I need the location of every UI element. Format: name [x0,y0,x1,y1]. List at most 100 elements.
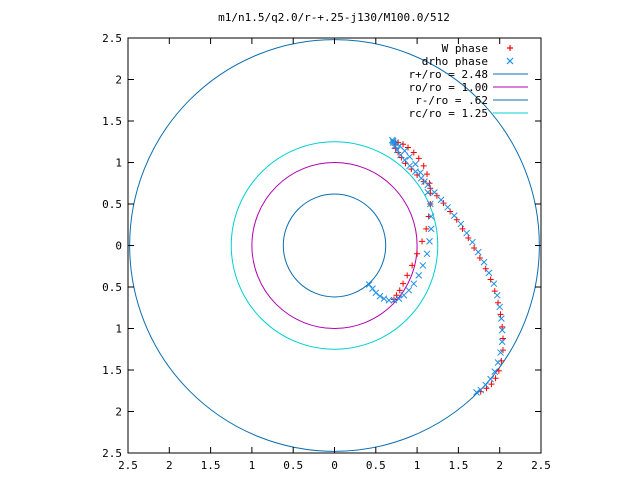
point-1-31 [397,151,404,159]
point-1-13 [423,250,431,258]
legend-label-1: drho phase [422,55,488,68]
point-1-51 [498,326,506,334]
point-0-0 [390,296,397,303]
point-1-0 [365,281,373,288]
point-1-59 [473,389,480,396]
x-tick-label-4: 0.5 [283,459,303,472]
point-1-43 [469,238,476,246]
point-1-39 [444,203,452,211]
point-0-4 [404,272,411,279]
point-0-13 [424,171,431,178]
y-tick-label-3: 1 [115,157,122,170]
point-1-21 [412,160,419,168]
point-0-39 [487,276,494,283]
point-1-1 [369,285,376,293]
x-tick-label-2: 1.5 [201,459,221,472]
point-1-44 [474,248,482,256]
point-1-28 [389,139,397,146]
series-0 [390,139,507,395]
point-1-30 [393,146,401,154]
legend-label-0: W phase [442,42,488,55]
point-1-2 [372,289,380,297]
point-0-16 [410,149,417,156]
x-tick-label-1: 2 [166,459,173,472]
axis-ticks: 2.5 2 1.5 1 0.5 0 0.5 1 1.5 2 2.52.521.510.500.511… [102,32,551,472]
y-tick-label-10: 2.5 [102,447,122,460]
legend-label-3: ro/ro = 1.00 [409,81,488,94]
point-0-38 [482,265,489,272]
point-1-12 [419,262,427,269]
point-1-54 [494,359,502,366]
x-tick-label-6: 0.5 [366,459,386,472]
point-1-10 [410,280,418,288]
point-0-6 [414,250,421,257]
point-1-16 [427,213,435,220]
point-1-6 [390,296,398,304]
point-1-40 [450,212,458,219]
point-0-36 [471,244,478,251]
y-tick-label-2: 1.5 [102,115,122,128]
point-0-8 [423,225,430,232]
point-1-29 [391,142,399,150]
point-0-28 [420,178,427,185]
point-0-14 [420,162,427,169]
y-tick-label-5: 0 [115,240,122,253]
x-tick-label-10: 2.5 [531,459,551,472]
point-0-47 [495,367,502,374]
x-tick-label-0: 2.5 [118,459,138,472]
y-tick-label-0: 2.5 [102,32,122,45]
legend-swatch-1 [506,57,514,65]
y-tick-label-9: 2 [115,406,122,419]
legend-label-5: rc/ro = 1.25 [409,107,488,120]
point-1-46 [485,269,493,277]
point-1-48 [493,291,501,299]
point-1-36 [424,181,432,189]
point-1-45 [480,258,488,266]
point-1-34 [412,168,419,175]
point-1-24 [396,142,404,150]
y-tick-label-8: 1.5 [102,364,122,377]
x-tick-label-8: 1.5 [448,459,468,472]
point-1-17 [426,200,434,208]
point-1-50 [497,315,505,322]
point-0-7 [419,238,426,245]
legend-label-4: r-/ro = .62 [415,94,488,107]
point-1-14 [426,237,433,245]
point-1-52 [498,338,506,346]
point-1-41 [457,220,465,228]
point-0-37 [476,254,483,261]
point-0-43 [499,323,506,330]
point-0-3 [400,280,407,287]
point-1-37 [431,189,438,196]
point-1-47 [490,280,498,288]
x-tick-label-7: 1 [414,459,421,472]
circle-1 [251,162,418,329]
point-0-49 [488,381,495,388]
point-1-18 [424,189,432,196]
y-tick-label-4: 0.5 [102,198,122,211]
chart-title: m1/n1.5/q2.0/r-+.25-j130/M100.0/512 [218,11,450,24]
point-1-49 [496,303,504,311]
data-series [365,136,507,396]
point-1-55 [491,368,499,376]
circle-2 [282,193,387,298]
point-0-42 [497,311,504,318]
point-1-9 [405,286,413,294]
point-1-58 [477,386,485,394]
point-1-32 [401,156,409,164]
series-1 [365,136,506,396]
point-1-56 [487,375,494,383]
point-1-22 [406,153,414,161]
point-1-3 [376,292,384,300]
x-tick-label-3: 1 [249,459,256,472]
point-0-35 [465,235,472,242]
x-tick-label-5: 0 [331,459,338,472]
point-0-17 [405,144,412,151]
point-0-34 [459,225,466,232]
point-1-38 [437,196,445,204]
y-tick-label-1: 2 [115,74,122,87]
point-0-2 [396,287,403,294]
point-0-48 [492,375,499,382]
y-tick-label-7: 1 [115,323,122,336]
